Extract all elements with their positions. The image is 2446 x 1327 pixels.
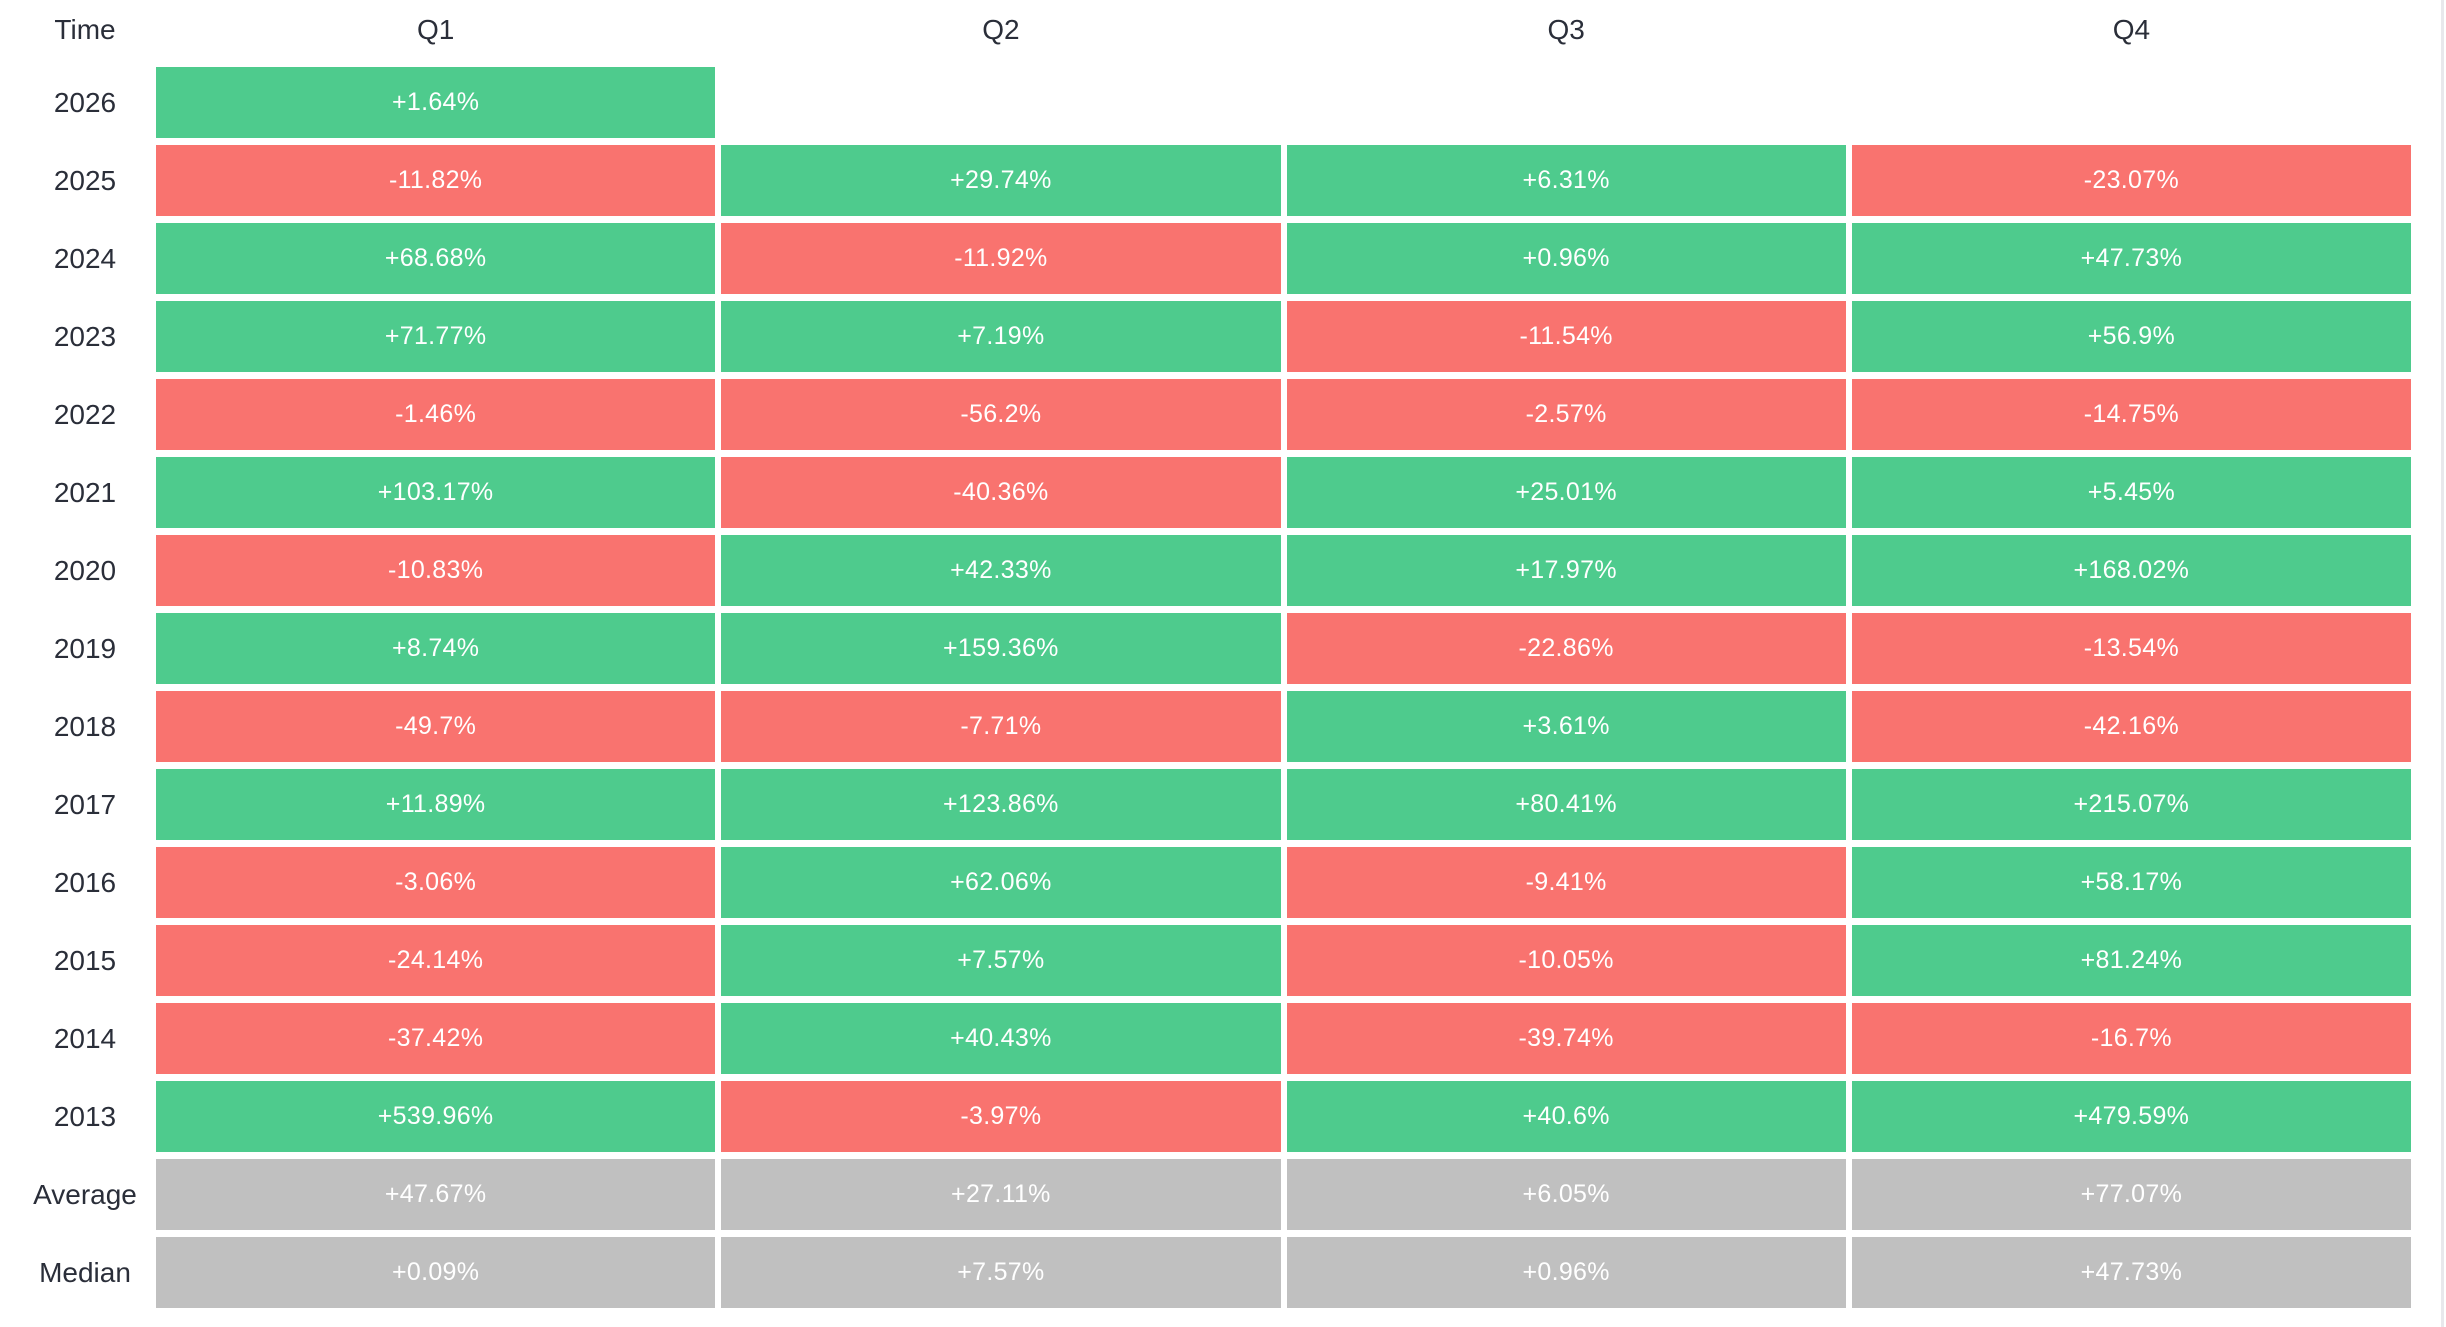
value-cell-2023-q3: -11.54% xyxy=(1286,301,1846,372)
value-cell-2022-q4: -14.75% xyxy=(1851,379,2411,450)
row-label-2019: 2019 xyxy=(53,632,117,664)
value-cell-2016-q1: -3.06% xyxy=(156,847,716,918)
value-cell-2021-q1: +103.17% xyxy=(156,457,716,528)
value-cell-2019-q1: +8.74% xyxy=(156,613,716,684)
value-cell-2017-q4: +215.07% xyxy=(1851,769,2411,840)
value-cell-median-q2: +7.57% xyxy=(721,1237,1281,1308)
row-label-2025: 2025 xyxy=(53,164,117,196)
value-cell-2018-q3: +3.61% xyxy=(1286,691,1846,762)
value-cell-2025-q4: -23.07% xyxy=(1851,145,2411,216)
row-label-average: Average xyxy=(33,1178,137,1210)
row-label-2020: 2020 xyxy=(53,554,117,586)
value-cell-2017-q3: +80.41% xyxy=(1286,769,1846,840)
value-cell-2014-q2: +40.43% xyxy=(721,1003,1281,1074)
value-cell-average-q3: +6.05% xyxy=(1286,1159,1846,1230)
value-cell-2025-q3: +6.31% xyxy=(1286,145,1846,216)
value-cell-median-q4: +47.73% xyxy=(1851,1237,2411,1308)
row-label-2015: 2015 xyxy=(53,944,117,976)
value-cell-2018-q2: -7.71% xyxy=(721,691,1281,762)
value-cell-2015-q4: +81.24% xyxy=(1851,925,2411,996)
value-cell-2020-q2: +42.33% xyxy=(721,535,1281,606)
value-cell-2019-q4: -13.54% xyxy=(1851,613,2411,684)
value-cell-2016-q2: +62.06% xyxy=(721,847,1281,918)
value-cell-2022-q3: -2.57% xyxy=(1286,379,1846,450)
value-cell-2018-q4: -42.16% xyxy=(1851,691,2411,762)
value-cell-average-q1: +47.67% xyxy=(156,1159,716,1230)
value-cell-2022-q2: -56.2% xyxy=(721,379,1281,450)
value-cell-2016-q4: +58.17% xyxy=(1851,847,2411,918)
value-cell-2020-q3: +17.97% xyxy=(1286,535,1846,606)
value-cell-2024-q4: +47.73% xyxy=(1851,223,2411,294)
value-cell-median-q1: +0.09% xyxy=(156,1237,716,1308)
value-cell-2017-q1: +11.89% xyxy=(156,769,716,840)
value-cell-2020-q4: +168.02% xyxy=(1851,535,2411,606)
value-cell-2021-q4: +5.45% xyxy=(1851,457,2411,528)
value-cell-2014-q1: -37.42% xyxy=(156,1003,716,1074)
row-label-2021: 2021 xyxy=(53,476,117,508)
value-cell-2025-q1: -11.82% xyxy=(156,145,716,216)
value-cell-2019-q2: +159.36% xyxy=(721,613,1281,684)
value-cell-2013-q3: +40.6% xyxy=(1286,1081,1846,1152)
value-cell-2014-q3: -39.74% xyxy=(1286,1003,1846,1074)
value-cell-2024-q2: -11.92% xyxy=(721,223,1281,294)
value-cell-2013-q4: +479.59% xyxy=(1851,1081,2411,1152)
value-cell-2019-q3: -22.86% xyxy=(1286,613,1846,684)
right-edge-line xyxy=(2441,0,2444,1327)
column-header-q1: Q1 xyxy=(416,14,455,45)
row-label-2018: 2018 xyxy=(53,710,117,742)
row-label-2014: 2014 xyxy=(53,1022,117,1054)
value-cell-2013-q2: -3.97% xyxy=(721,1081,1281,1152)
value-cell-2015-q3: -10.05% xyxy=(1286,925,1846,996)
row-label-2026: 2026 xyxy=(53,86,117,118)
value-cell-2021-q2: -40.36% xyxy=(721,457,1281,528)
row-label-2022: 2022 xyxy=(53,398,117,430)
value-cell-2025-q2: +29.74% xyxy=(721,145,1281,216)
value-cell-2013-q1: +539.96% xyxy=(156,1081,716,1152)
seasonality-table: Time Q1 Q2 Q3 Q4 2026 +1.64% 2025 -11.82% +29.74%… xyxy=(33,14,2411,1308)
value-cell-2024-q1: +68.68% xyxy=(156,223,716,294)
value-cell-2018-q1: -49.7% xyxy=(156,691,716,762)
column-header-q4: Q4 xyxy=(2112,14,2151,45)
row-label-2023: 2023 xyxy=(53,320,117,352)
column-header-q3: Q3 xyxy=(1547,14,1585,45)
column-header-q2: Q2 xyxy=(982,14,1020,45)
empty-cell xyxy=(1852,67,2411,138)
value-cell-2014-q4: -16.7% xyxy=(1851,1003,2411,1074)
row-label-2017: 2017 xyxy=(53,788,117,820)
value-cell-2016-q3: -9.41% xyxy=(1286,847,1846,918)
value-cell-average-q4: +77.07% xyxy=(1851,1159,2411,1230)
value-cell-2021-q3: +25.01% xyxy=(1286,457,1846,528)
value-cell-average-q2: +27.11% xyxy=(721,1159,1281,1230)
value-cell-2023-q1: +71.77% xyxy=(156,301,716,372)
row-label-median: Median xyxy=(39,1256,131,1288)
value-cell-2015-q2: +7.57% xyxy=(721,925,1281,996)
value-cell-2026-q1: +1.64% xyxy=(156,67,716,138)
value-cell-2020-q1: -10.83% xyxy=(156,535,716,606)
row-label-2013: 2013 xyxy=(53,1100,117,1132)
value-cell-median-q3: +0.96% xyxy=(1286,1237,1846,1308)
empty-cell xyxy=(721,67,1280,138)
row-label-2016: 2016 xyxy=(53,866,117,898)
value-cell-2023-q2: +7.19% xyxy=(721,301,1281,372)
value-cell-2024-q3: +0.96% xyxy=(1286,223,1846,294)
empty-cell xyxy=(1287,67,1846,138)
value-cell-2022-q1: -1.46% xyxy=(156,379,716,450)
value-cell-2023-q4: +56.9% xyxy=(1851,301,2411,372)
value-cell-2015-q1: -24.14% xyxy=(156,925,716,996)
time-column-header: Time xyxy=(54,14,116,45)
row-label-2024: 2024 xyxy=(53,242,117,274)
value-cell-2017-q2: +123.86% xyxy=(721,769,1281,840)
